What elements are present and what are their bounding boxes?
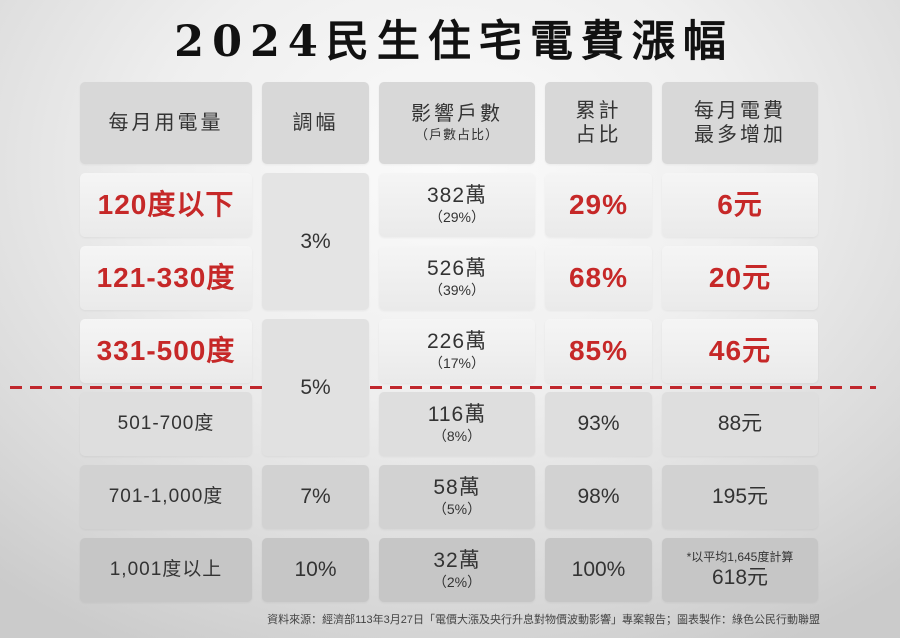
source-note: 資料來源：經濟部113年3月27日「電價大漲及央行升息對物價波動影響」專案報告；… (267, 614, 820, 626)
header-usage-cell: 每月用電量 (80, 82, 252, 164)
max-increase-value-row-6: 618元 (711, 566, 769, 589)
households-cell-row-1: 382萬 （29%） (379, 173, 535, 237)
households-cell-row-3: 226萬 （17%） (379, 319, 535, 383)
header-households-note: （戶數占比） (414, 127, 499, 142)
cumulative-share-cell-row-6: 100% (545, 538, 652, 602)
usage-cell-row-5: 701-1,000度 (80, 465, 252, 529)
households-count-row-3: 226萬 (426, 330, 488, 353)
max-increase-cell-row-2: 20元 (662, 246, 818, 310)
max-increase-cell-row-4: 88元 (662, 392, 818, 456)
header-households-cell: 影響戶數 （戶數占比） (379, 82, 535, 164)
cumulative-share-cell-row-3: 85% (545, 319, 652, 383)
header-usage-label: 每月用電量 (108, 112, 224, 134)
usage-cell-row-1: 120度以下 (80, 173, 252, 237)
usage-label-row-3: 331-500度 (96, 335, 236, 366)
threshold-dashed-line (10, 386, 876, 389)
max-increase-cell-row-1: 6元 (662, 173, 818, 237)
cumulative-share-value-row-4: 93% (577, 412, 620, 435)
usage-cell-row-6: 1,001度以上 (80, 538, 252, 602)
cumulative-share-value-row-1: 29% (568, 189, 629, 220)
cumulative-share-value-row-6: 100% (571, 558, 626, 581)
chart-title: 2024民生住宅電費漲幅 (174, 17, 734, 67)
households-cell-row-2: 526萬 （39%） (379, 246, 535, 310)
cumulative-share-cell-row-2: 68% (545, 246, 652, 310)
rate-label-group-1: 3% (300, 229, 331, 253)
max-increase-cell-row-6: *以平均1,645度計算 618元 (662, 538, 818, 602)
header-cumulative-line2: 占比 (575, 124, 622, 146)
max-increase-value-row-1: 6元 (717, 189, 763, 220)
max-increase-value-row-3: 46元 (708, 335, 772, 366)
cumulative-share-value-row-5: 98% (577, 485, 620, 508)
usage-label-row-5: 701-1,000度 (108, 486, 224, 507)
cumulative-share-cell-row-5: 98% (545, 465, 652, 529)
header-households-label: 影響戶數 (411, 103, 503, 125)
households-share-row-6: （2%） (432, 574, 482, 590)
rate-cell-group-4: 10% (262, 538, 369, 602)
households-count-row-5: 58萬 (433, 476, 481, 499)
cumulative-share-cell-row-4: 93% (545, 392, 652, 456)
header-max-increase-cell: 每月電費 最多增加 (662, 82, 818, 164)
rate-label-group-4: 10% (294, 558, 337, 581)
header-rate-label: 調幅 (292, 112, 339, 134)
rate-label-group-2: 5% (300, 375, 331, 399)
households-count-row-1: 382萬 (426, 184, 488, 207)
header-cumulative-line1: 累計 (575, 100, 622, 122)
households-share-row-2: （39%） (428, 282, 486, 298)
households-share-row-4: （8%） (432, 428, 482, 444)
header-rate-cell: 調幅 (262, 82, 369, 164)
rate-cell-group-2: 5% (262, 319, 369, 456)
usage-cell-row-4: 501-700度 (80, 392, 252, 456)
usage-label-row-6: 1,001度以上 (109, 559, 223, 580)
usage-label-row-4: 501-700度 (117, 413, 215, 434)
households-count-row-2: 526萬 (426, 257, 488, 280)
max-increase-note-row-6: *以平均1,645度計算 (686, 550, 794, 564)
households-count-row-6: 32萬 (433, 549, 481, 572)
usage-label-row-1: 120度以下 (97, 189, 235, 220)
rate-cell-group-3: 7% (262, 465, 369, 529)
usage-cell-row-3: 331-500度 (80, 319, 252, 383)
cumulative-share-value-row-3: 85% (568, 335, 629, 366)
households-count-row-4: 116萬 (427, 403, 487, 426)
households-cell-row-4: 116萬 （8%） (379, 392, 535, 456)
header-max-increase-line1: 每月電費 (694, 100, 786, 122)
max-increase-value-row-5: 195元 (711, 485, 769, 508)
header-max-increase-line2: 最多增加 (694, 124, 786, 146)
max-increase-cell-row-5: 195元 (662, 465, 818, 529)
cumulative-share-cell-row-1: 29% (545, 173, 652, 237)
cumulative-share-value-row-2: 68% (568, 262, 629, 293)
households-share-row-1: （29%） (428, 209, 486, 225)
usage-cell-row-2: 121-330度 (80, 246, 252, 310)
max-increase-value-row-4: 88元 (717, 412, 763, 435)
households-cell-row-5: 58萬 （5%） (379, 465, 535, 529)
max-increase-value-row-2: 20元 (708, 262, 772, 293)
rate-cell-group-1: 3% (262, 173, 369, 310)
header-cumulative-cell: 累計 占比 (545, 82, 652, 164)
rate-table: 每月用電量 調幅 影響戶數 （戶數占比） 累計 占比 每月電費 最多增加 120… (80, 82, 818, 602)
rate-label-group-3: 7% (300, 485, 331, 508)
usage-label-row-2: 121-330度 (96, 262, 236, 293)
households-share-row-3: （17%） (428, 355, 486, 371)
households-share-row-5: （5%） (432, 501, 482, 517)
households-cell-row-6: 32萬 （2%） (379, 538, 535, 602)
max-increase-cell-row-3: 46元 (662, 319, 818, 383)
